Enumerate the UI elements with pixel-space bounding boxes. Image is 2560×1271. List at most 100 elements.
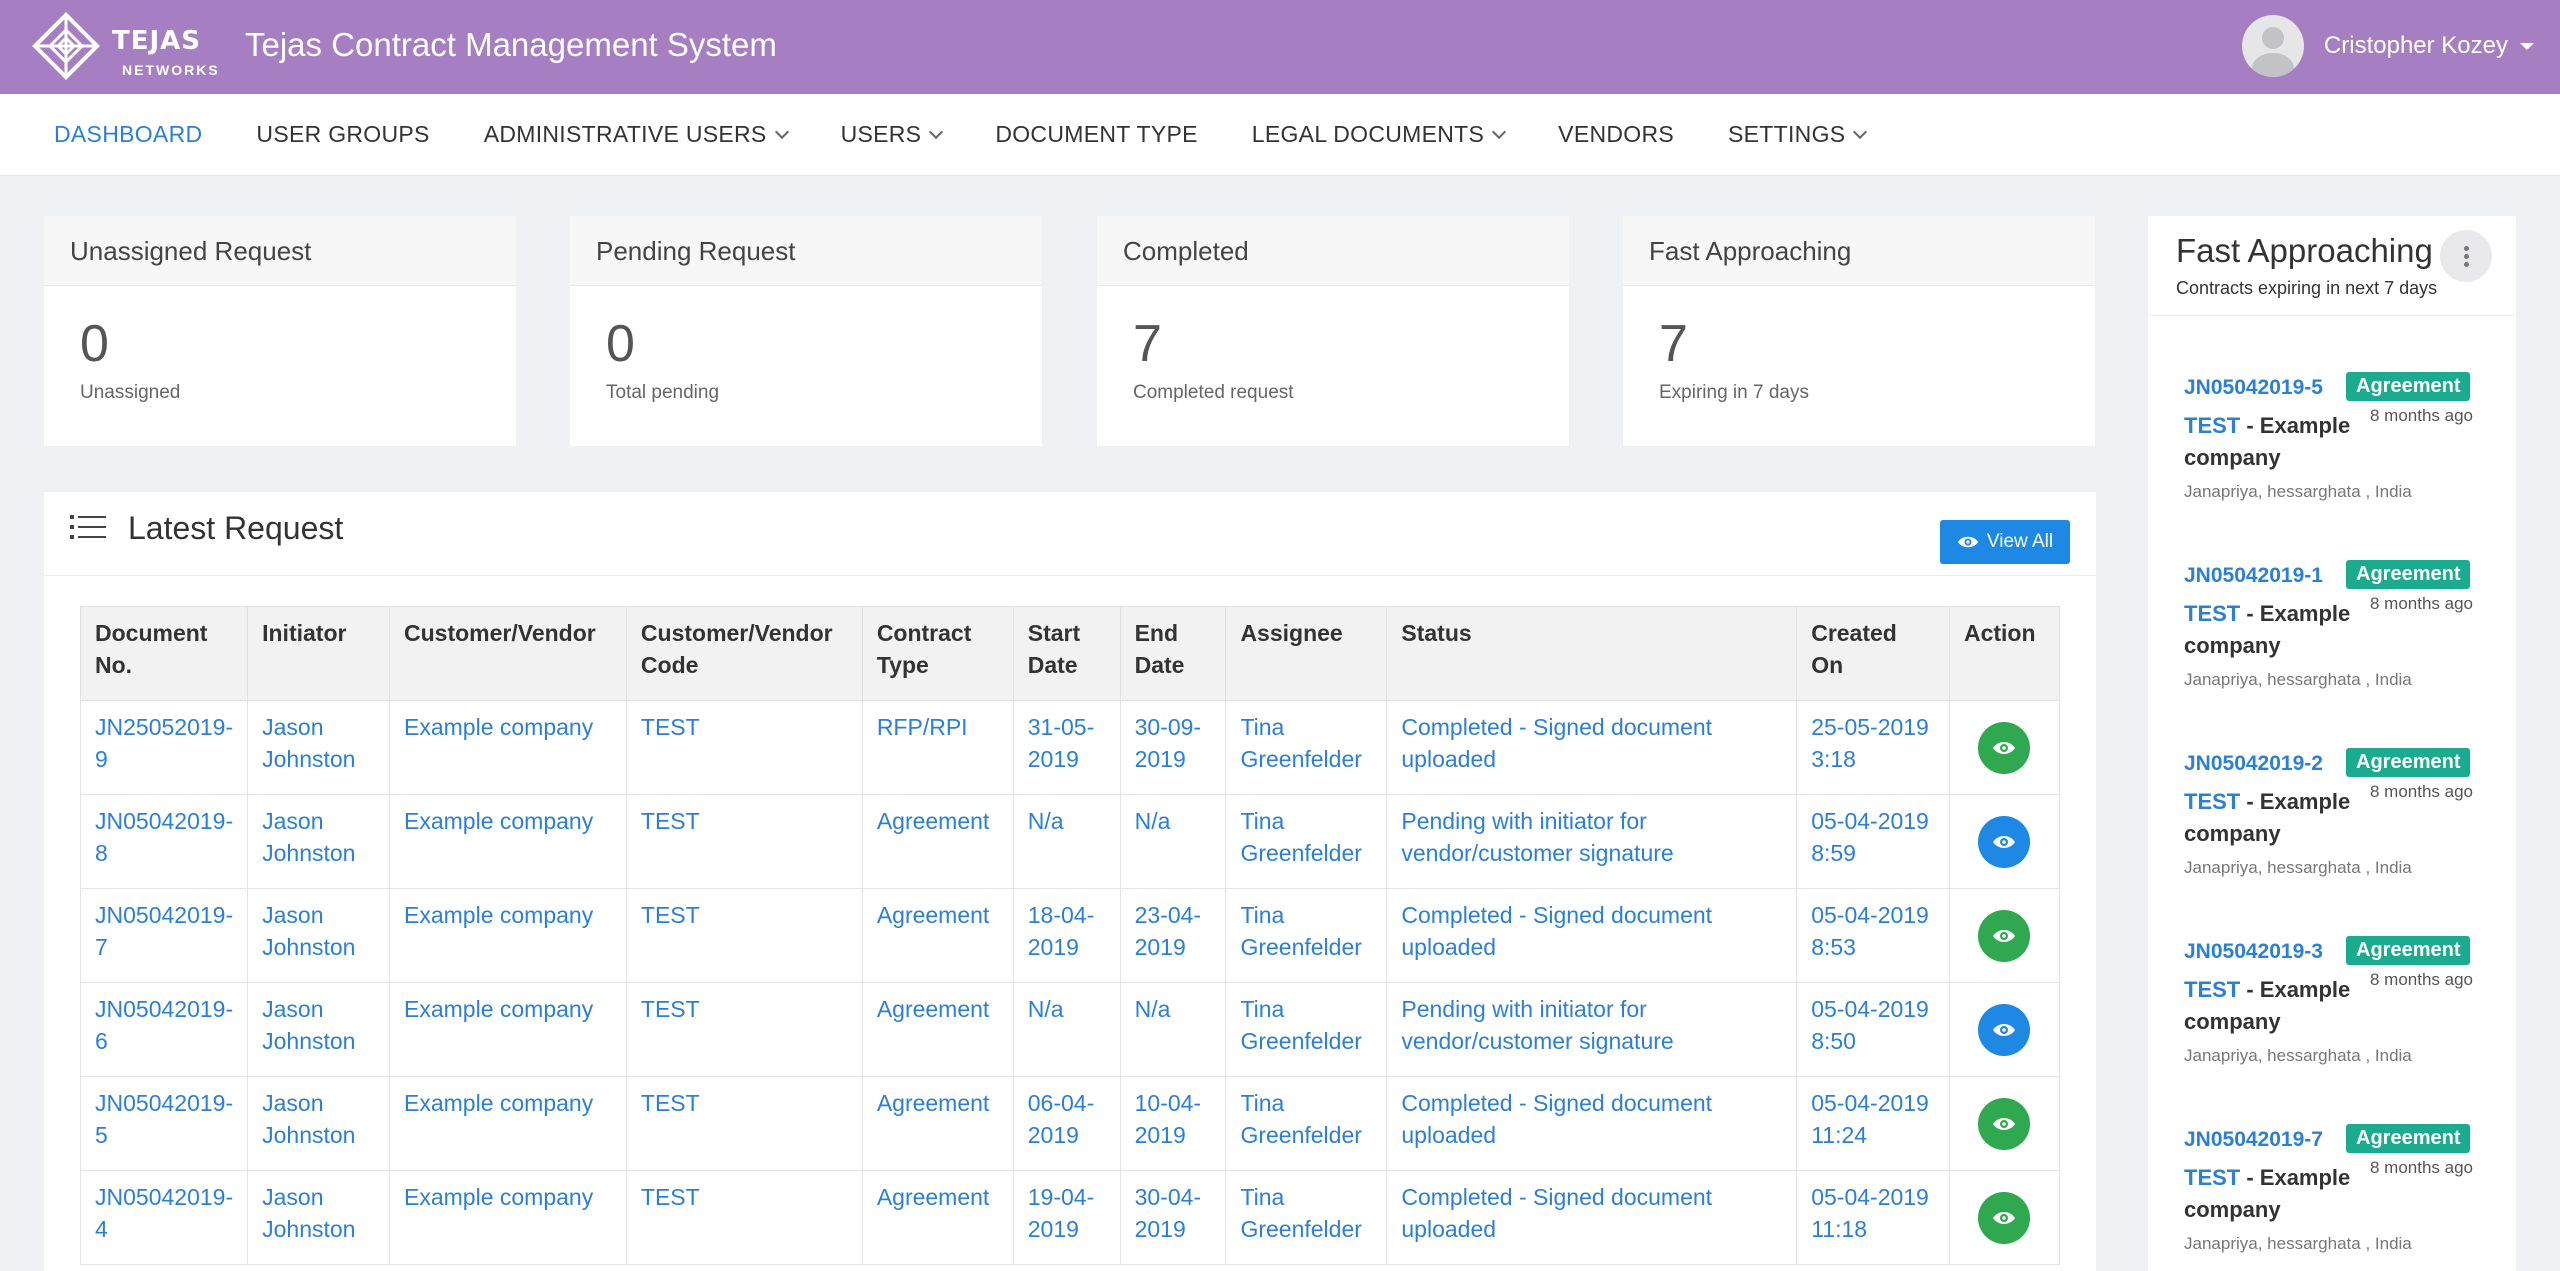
code-link[interactable]: TEST <box>625 700 863 795</box>
view-request-button[interactable] <box>1978 721 2031 774</box>
nav-legal-documents[interactable]: LEGAL DOCUMENTS <box>1252 121 1507 148</box>
customer-link[interactable]: Example company <box>389 700 627 795</box>
assignee-link[interactable]: Tina Greenfelder <box>1225 700 1388 795</box>
start-date-link[interactable]: 18-04-2019 <box>1012 888 1121 983</box>
stat-card-label: Total pending <box>606 382 720 403</box>
nav-user-groups[interactable]: USER GROUPS <box>256 121 430 147</box>
customer-link[interactable]: Example company <box>389 1076 627 1171</box>
contract-type-link[interactable]: Agreement <box>861 794 1014 889</box>
initiator-link[interactable]: Jason Johnston <box>247 794 390 889</box>
document-no-link[interactable]: JN05042019-8 <box>79 794 249 889</box>
start-date-link[interactable]: 06-04-2019 <box>1012 1076 1121 1171</box>
initiator-link[interactable]: Jason Johnston <box>247 1170 390 1265</box>
vendor-code-link[interactable]: TEST <box>2184 977 2241 1002</box>
contract-doc-link[interactable]: JN05042019-3 <box>2184 940 2323 963</box>
contract-type-link[interactable]: RFP/RPI <box>861 700 1014 795</box>
assignee-link[interactable]: Tina Greenfelder <box>1225 1170 1388 1265</box>
initiator-link[interactable]: Jason Johnston <box>247 888 390 983</box>
initiator-link[interactable]: Jason Johnston <box>247 982 390 1077</box>
customer-link[interactable]: Example company <box>389 1170 627 1265</box>
end-date-link[interactable]: 23-04-2019 <box>1119 888 1227 983</box>
contract-doc-link[interactable]: JN05042019-7 <box>2184 1128 2323 1151</box>
start-date-link[interactable]: N/a <box>1012 794 1121 889</box>
view-request-button[interactable] <box>1978 815 2031 868</box>
end-date-link[interactable]: N/a <box>1119 982 1227 1077</box>
user-menu[interactable]: Cristopher Kozey <box>2241 14 2534 78</box>
vendor-code-link[interactable]: TEST <box>2184 789 2241 814</box>
assignee-link[interactable]: Tina Greenfelder <box>1225 1076 1388 1171</box>
document-no-link[interactable]: JN05042019-7 <box>79 888 249 983</box>
created-on-link[interactable]: 05-04-2019 11:24 <box>1796 1076 1950 1171</box>
list-item[interactable]: JN05042019-2 Agreement 8 months ago TEST - … <box>2184 748 2494 932</box>
status-link[interactable]: Pending with initiator for vendor/custom… <box>1386 982 1798 1077</box>
created-on-link[interactable]: 05-04-2019 8:59 <box>1796 794 1950 889</box>
tejas-logo[interactable]: TEJAS NETWORKS <box>26 6 218 86</box>
start-date-link[interactable]: N/a <box>1012 982 1121 1077</box>
end-date-link[interactable]: 10-04-2019 <box>1119 1076 1227 1171</box>
nav-document-type[interactable]: DOCUMENT TYPE <box>995 121 1198 147</box>
vendor-name: - Example company <box>2184 977 2351 1034</box>
code-link[interactable]: TEST <box>625 982 863 1077</box>
nav-vendors[interactable]: VENDORS <box>1558 121 1675 147</box>
created-on-link[interactable]: 05-04-2019 8:50 <box>1796 982 1950 1077</box>
list-item[interactable]: JN05042019-7 Agreement 8 months ago TEST - … <box>2184 1124 2494 1271</box>
code-link[interactable]: TEST <box>625 1076 863 1171</box>
list-item[interactable]: JN05042019-3 Agreement 8 months ago TEST - … <box>2184 936 2494 1120</box>
document-no-link[interactable]: JN05042019-4 <box>79 1170 249 1265</box>
created-on-link[interactable]: 05-04-2019 8:53 <box>1796 888 1950 983</box>
status-link[interactable]: Pending with initiator for vendor/custom… <box>1386 794 1798 889</box>
end-date-link[interactable]: 30-04-2019 <box>1119 1170 1227 1265</box>
vendor-code-link[interactable]: TEST <box>2184 413 2241 438</box>
more-options-icon[interactable] <box>2440 230 2492 282</box>
contract-type-link[interactable]: Agreement <box>861 1076 1014 1171</box>
list-item[interactable]: JN05042019-1 Agreement 8 months ago TEST - … <box>2184 560 2494 744</box>
start-date-link[interactable]: 19-04-2019 <box>1012 1170 1121 1265</box>
column-header: Created On <box>1796 606 1950 701</box>
document-no-link[interactable]: JN25052019-9 <box>79 700 249 795</box>
customer-link[interactable]: Example company <box>389 982 627 1077</box>
contract-type-link[interactable]: Agreement <box>861 982 1014 1077</box>
start-date-link[interactable]: 31-05-2019 <box>1012 700 1121 795</box>
contract-doc-link[interactable]: JN05042019-5 <box>2184 376 2323 399</box>
initiator-link[interactable]: Jason Johnston <box>247 1076 390 1171</box>
vendor-code-link[interactable]: TEST <box>2184 1165 2241 1190</box>
type-badge: Agreement <box>2346 1124 2471 1153</box>
view-all-button[interactable]: View All <box>1940 520 2070 564</box>
view-request-button[interactable] <box>1978 1097 2031 1150</box>
end-date-link[interactable]: N/a <box>1119 794 1227 889</box>
nav-settings[interactable]: SETTINGS <box>1728 121 1868 148</box>
view-request-button[interactable] <box>1978 909 2031 962</box>
nav-administrative-users[interactable]: ADMINISTRATIVE USERS <box>484 121 789 148</box>
status-link[interactable]: Completed - Signed document uploaded <box>1386 888 1798 983</box>
assignee-link[interactable]: Tina Greenfelder <box>1225 794 1388 889</box>
code-link[interactable]: TEST <box>625 794 863 889</box>
code-link[interactable]: TEST <box>625 1170 863 1265</box>
nav-users[interactable]: USERS <box>841 121 944 148</box>
contract-type-link[interactable]: Agreement <box>861 1170 1014 1265</box>
nav-dashboard[interactable]: DASHBOARD <box>54 121 203 147</box>
end-date-link[interactable]: 30-09-2019 <box>1119 700 1227 795</box>
status-link[interactable]: Completed - Signed document uploaded <box>1386 700 1798 795</box>
status-link[interactable]: Completed - Signed document uploaded <box>1386 1076 1798 1171</box>
customer-link[interactable]: Example company <box>389 794 627 889</box>
contract-type-link[interactable]: Agreement <box>861 888 1014 983</box>
column-header: Start Date <box>1012 606 1121 701</box>
view-request-button[interactable] <box>1978 1191 2031 1244</box>
list-item[interactable]: JN05042019-5 Agreement 8 months ago TEST - … <box>2184 372 2494 556</box>
contract-doc-link[interactable]: JN05042019-1 <box>2184 564 2323 587</box>
assignee-link[interactable]: Tina Greenfelder <box>1225 982 1388 1077</box>
list-icon <box>70 515 106 539</box>
status-link[interactable]: Completed - Signed document uploaded <box>1386 1170 1798 1265</box>
stat-card-value: 0 <box>80 315 109 373</box>
created-on-link[interactable]: 25-05-2019 3:18 <box>1796 700 1950 795</box>
assignee-link[interactable]: Tina Greenfelder <box>1225 888 1388 983</box>
customer-link[interactable]: Example company <box>389 888 627 983</box>
contract-doc-link[interactable]: JN05042019-2 <box>2184 752 2323 775</box>
code-link[interactable]: TEST <box>625 888 863 983</box>
view-request-button[interactable] <box>1978 1003 2031 1056</box>
document-no-link[interactable]: JN05042019-6 <box>79 982 249 1077</box>
document-no-link[interactable]: JN05042019-5 <box>79 1076 249 1171</box>
created-on-link[interactable]: 05-04-2019 11:18 <box>1796 1170 1950 1265</box>
vendor-code-link[interactable]: TEST <box>2184 601 2241 626</box>
initiator-link[interactable]: Jason Johnston <box>247 700 390 795</box>
